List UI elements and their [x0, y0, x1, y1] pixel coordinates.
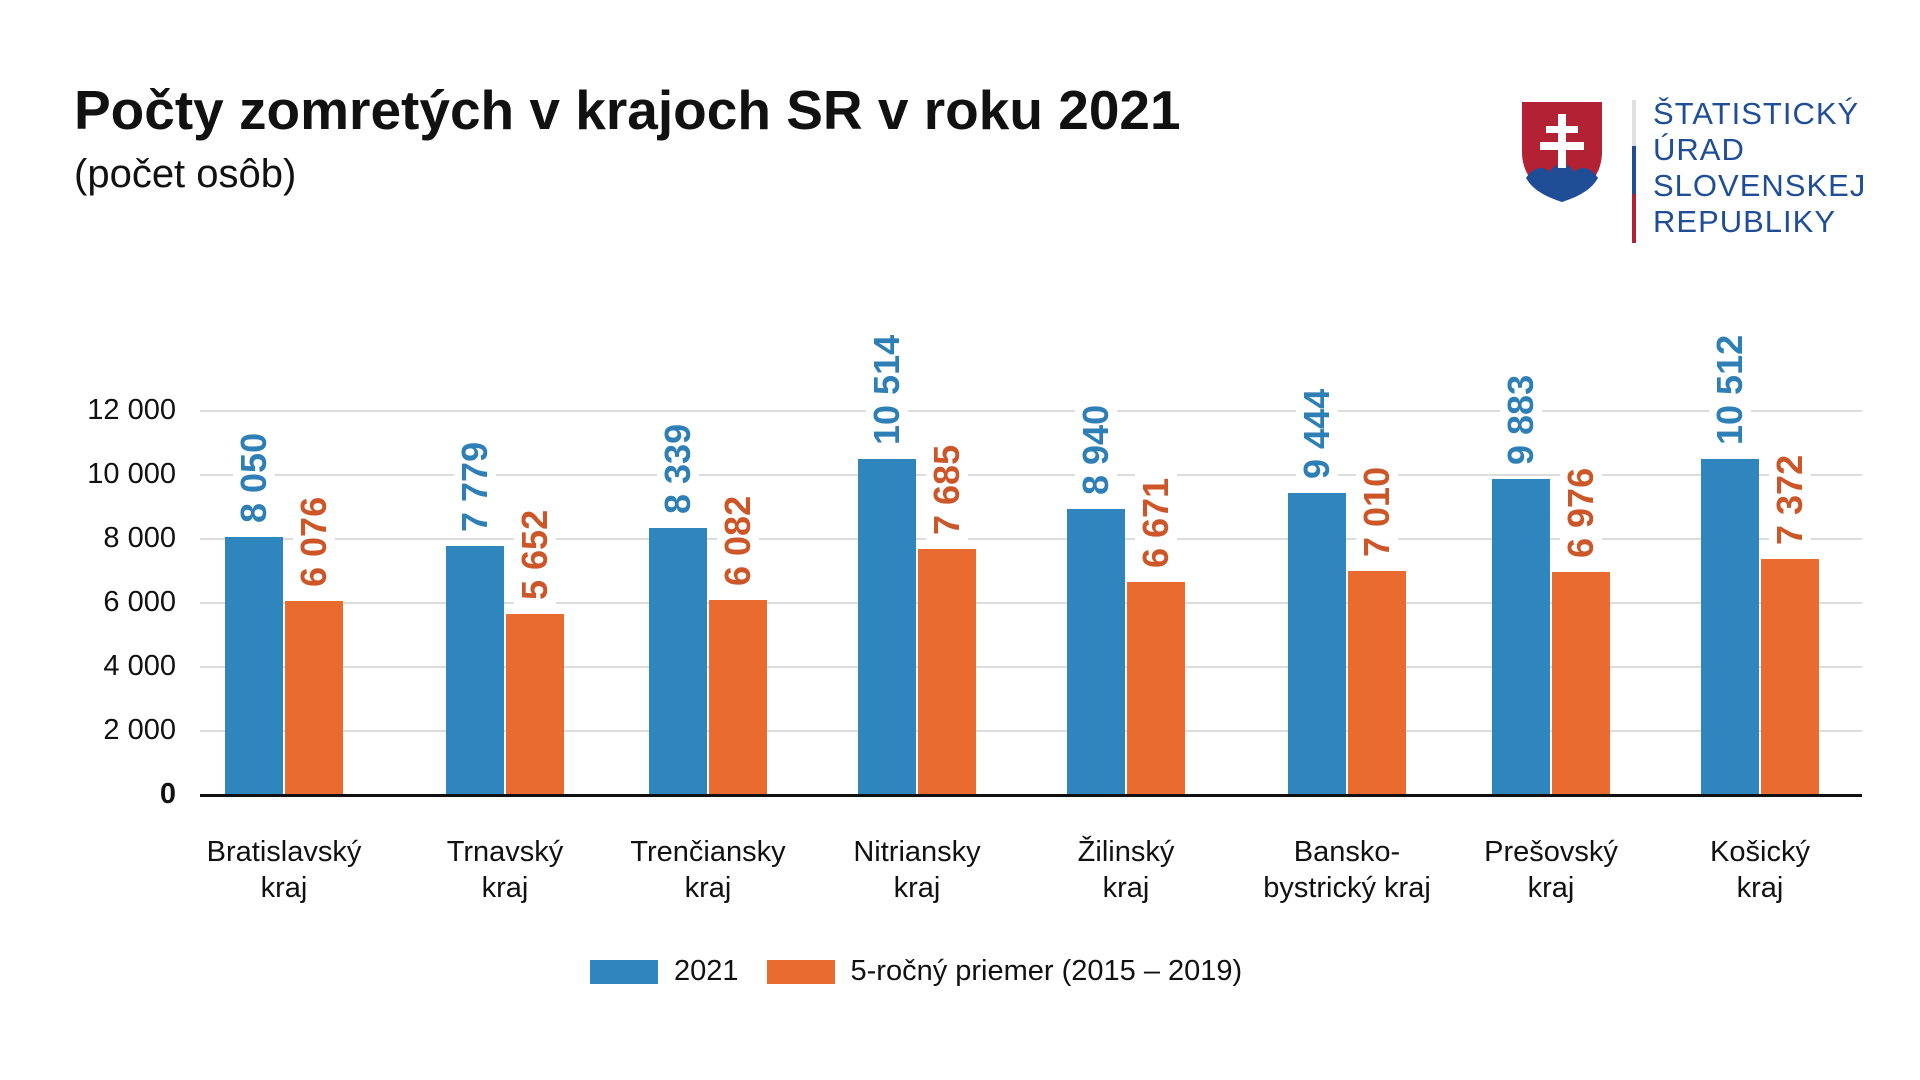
- logo-line: ÚRAD: [1653, 132, 1745, 167]
- y-tick-label: 0: [159, 778, 176, 810]
- bar-2021: [1067, 508, 1125, 795]
- x-axis-label: Bansko-bystrický kraj: [1242, 834, 1452, 906]
- y-tick-label: 6 000: [103, 586, 176, 618]
- bar-average: [918, 549, 976, 795]
- bar-average: [1348, 570, 1406, 795]
- gridline: [200, 602, 1862, 604]
- gridline: [200, 538, 1862, 540]
- logo-text: ŠTATISTICKÝ ÚRAD SLOVENSKEJ REPUBLIKY: [1653, 96, 1866, 240]
- x-axis-baseline: [200, 794, 1862, 797]
- x-axis-label-line: Bansko-: [1293, 836, 1401, 868]
- data-label: 8 339: [657, 418, 699, 521]
- x-axis-label-line: kraj: [893, 872, 941, 904]
- legend-swatch-2021: [590, 959, 658, 984]
- bar-2021: [1492, 478, 1550, 795]
- bar-2021: [1701, 458, 1759, 795]
- data-label: 9 444: [1296, 382, 1338, 485]
- gridline: [200, 474, 1862, 476]
- data-label: 6 671: [1135, 471, 1177, 574]
- chart-title: Počty zomretých v krajoch SR v roku 2021: [74, 79, 1181, 141]
- x-axis-label-line: Trenčiansky: [630, 836, 786, 868]
- data-label: 7 779: [454, 435, 496, 539]
- y-tick-label: 8 000: [103, 522, 176, 554]
- x-axis-label-line: bystrický kraj: [1263, 872, 1431, 904]
- x-axis-label-line: Nitriansky: [853, 836, 981, 868]
- y-tick-label: 10 000: [87, 458, 176, 490]
- bar-2021: [225, 537, 283, 795]
- bar-2021: [446, 546, 504, 795]
- legend: 2021 5-ročný priemer (2015 – 2019): [590, 955, 1270, 988]
- bar-2021: [858, 458, 916, 795]
- x-axis-label: Žilinský kraj: [1021, 834, 1231, 906]
- bar-average: [1552, 571, 1610, 795]
- x-axis-label-line: Prešovský: [1484, 836, 1618, 868]
- bar-average: [1761, 559, 1819, 795]
- x-axis-label: Trenčiansky kraj: [603, 834, 813, 906]
- logo-line: REPUBLIKY: [1653, 204, 1837, 239]
- legend-item-2021: 2021: [590, 955, 739, 988]
- x-axis-label-line: kraj: [481, 872, 529, 904]
- y-tick-label: 4 000: [103, 650, 176, 682]
- logo-divider: [1632, 100, 1636, 243]
- data-label: 7 010: [1356, 460, 1398, 563]
- bar-average: [709, 600, 767, 795]
- x-axis-label-line: kraj: [684, 872, 732, 904]
- legend-label: 2021: [674, 955, 739, 987]
- data-label: 7 685: [926, 438, 968, 542]
- legend-item-average: 5-ročný priemer (2015 – 2019): [766, 955, 1243, 988]
- x-axis-label: Košický kraj: [1655, 834, 1865, 906]
- x-axis-label: Prešovský kraj: [1446, 834, 1656, 906]
- x-axis-label-line: Košický: [1710, 836, 1810, 868]
- gridline: [200, 410, 1862, 412]
- x-axis-label: Trnavský kraj: [400, 834, 610, 906]
- data-label: 6 076: [293, 490, 335, 593]
- gridline: [200, 730, 1862, 732]
- x-axis-label-line: Bratislavský: [206, 836, 362, 868]
- x-axis-label-line: Žilinský: [1077, 836, 1175, 868]
- data-label: 10 512: [1709, 328, 1751, 451]
- legend-label: 5-ročný priemer (2015 – 2019): [850, 955, 1243, 987]
- x-axis-label-line: kraj: [1102, 872, 1150, 904]
- legend-swatch-average: [766, 959, 835, 984]
- bar-average: [506, 614, 564, 795]
- data-label: 10 514: [866, 328, 908, 451]
- y-tick-label: 2 000: [103, 714, 176, 746]
- data-label: 6 976: [1560, 461, 1602, 564]
- x-axis-label-line: kraj: [1736, 872, 1784, 904]
- y-tick-label: 12 000: [87, 394, 176, 426]
- data-label: 6 082: [717, 490, 759, 593]
- logo-line: SLOVENSKEJ: [1653, 168, 1867, 203]
- bar-2021: [1288, 492, 1346, 795]
- data-label: 7 372: [1769, 449, 1811, 552]
- bar-2021: [649, 528, 707, 795]
- data-label: 9 883: [1500, 368, 1542, 471]
- x-axis-label: Nitriansky kraj: [812, 834, 1022, 906]
- data-label: 5 652: [514, 504, 556, 607]
- chart-subtitle: (počet osôb): [74, 152, 297, 196]
- data-label: 8 050: [233, 427, 275, 530]
- x-axis-label-line: kraj: [1527, 872, 1575, 904]
- slovak-coat-of-arms-icon: [1522, 102, 1602, 202]
- x-axis-label-line: Trnavský: [446, 836, 564, 868]
- bar-average: [285, 600, 343, 795]
- x-axis-label-line: kraj: [260, 872, 308, 904]
- x-axis-label: Bratislavský kraj: [179, 834, 389, 906]
- gridline: [200, 666, 1862, 668]
- data-label: 8 940: [1075, 398, 1117, 501]
- logo-line: ŠTATISTICKÝ: [1653, 96, 1860, 131]
- bar-average: [1127, 581, 1185, 795]
